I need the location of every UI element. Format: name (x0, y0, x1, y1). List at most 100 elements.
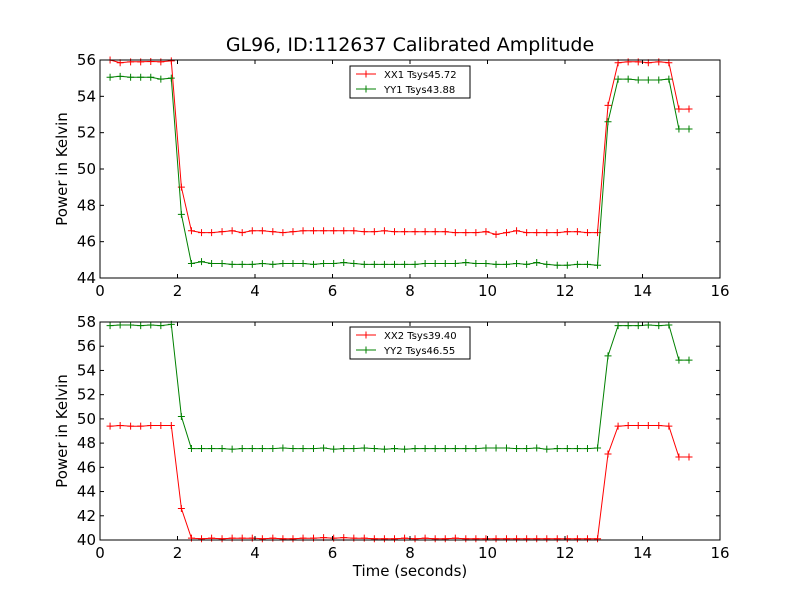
data-point (604, 352, 612, 360)
y-tick-label: 52 (77, 124, 96, 142)
data-point (177, 412, 185, 420)
data-point (492, 260, 500, 268)
data-point (513, 227, 521, 235)
data-point (583, 229, 591, 237)
data-point (685, 453, 693, 461)
data-point (523, 535, 531, 543)
data-point (330, 227, 338, 235)
data-point (299, 259, 307, 267)
data-point (238, 445, 246, 453)
data-point (472, 445, 480, 453)
data-point (655, 76, 663, 84)
data-point (655, 422, 663, 430)
data-point (685, 105, 693, 113)
y-tick-label: 46 (77, 458, 96, 476)
data-point (370, 535, 378, 543)
x-tick-label: 14 (633, 544, 652, 562)
data-point (187, 445, 195, 453)
data-point (533, 229, 541, 237)
data-point (543, 445, 551, 453)
data-point (106, 322, 114, 330)
chart-title: GL96, ID:112637 Calibrated Amplitude (225, 34, 595, 56)
data-point (116, 422, 124, 430)
data-point (523, 445, 531, 453)
data-point (350, 259, 358, 267)
data-point (421, 259, 429, 267)
data-point (513, 535, 521, 543)
data-point (655, 322, 663, 330)
data-point (431, 445, 439, 453)
data-point (573, 260, 581, 268)
data-point (563, 261, 571, 269)
data-point (310, 445, 318, 453)
data-point (462, 259, 470, 267)
data-point (208, 229, 216, 237)
data-point (167, 422, 175, 430)
x-tick-label: 12 (555, 282, 574, 300)
data-point (523, 260, 531, 268)
data-point (604, 101, 612, 109)
data-point (218, 228, 226, 236)
data-point (391, 445, 398, 453)
data-point (441, 445, 449, 453)
data-point (350, 227, 358, 235)
data-point (208, 534, 216, 542)
legend-marker (362, 85, 370, 93)
data-point (380, 445, 388, 453)
data-point (279, 229, 287, 237)
data-point (441, 535, 449, 543)
data-point (370, 260, 378, 268)
data-point (431, 228, 439, 236)
data-point (198, 258, 206, 266)
data-point (137, 422, 145, 430)
y-tick-label: 54 (77, 87, 96, 105)
y-tick-label: 54 (77, 361, 96, 379)
data-point (502, 260, 510, 268)
x-tick-label: 12 (555, 544, 574, 562)
data-point (380, 260, 388, 268)
data-point (543, 260, 551, 268)
data-point (370, 228, 378, 236)
data-point (279, 259, 287, 267)
data-point (116, 72, 124, 80)
data-point (258, 445, 266, 453)
series-1 (106, 56, 693, 238)
data-point (665, 422, 673, 430)
data-point (634, 76, 642, 84)
y-axis-label: Power in Kelvin (53, 374, 71, 488)
y-tick-label: 50 (77, 160, 96, 178)
data-point (685, 356, 693, 364)
data-point (228, 260, 236, 268)
data-point (198, 229, 206, 237)
data-point (198, 445, 206, 453)
data-point (350, 445, 358, 453)
data-point (340, 259, 348, 267)
data-point (644, 321, 652, 329)
data-point (127, 58, 135, 66)
y-tick-label: 56 (77, 51, 96, 69)
legend-marker (362, 346, 370, 354)
data-point (177, 210, 185, 218)
data-point (137, 322, 145, 330)
data-point (289, 535, 297, 543)
data-point (553, 535, 561, 543)
data-point (147, 422, 155, 430)
x-tick-label: 10 (478, 282, 497, 300)
data-point (127, 422, 135, 430)
data-point (553, 445, 561, 453)
data-point (634, 322, 642, 330)
data-point (675, 105, 683, 113)
data-point (624, 322, 632, 330)
data-point (492, 444, 500, 452)
data-point (523, 229, 531, 237)
data-point (421, 445, 429, 453)
series-line (110, 323, 689, 450)
legend-label: XX1 Tsys45.72 (384, 70, 457, 81)
data-point (543, 229, 551, 237)
legend-box (349, 326, 471, 360)
data-point (675, 356, 683, 364)
x-tick-label: 16 (710, 544, 729, 562)
data-point (299, 534, 307, 542)
data-point (137, 58, 145, 66)
